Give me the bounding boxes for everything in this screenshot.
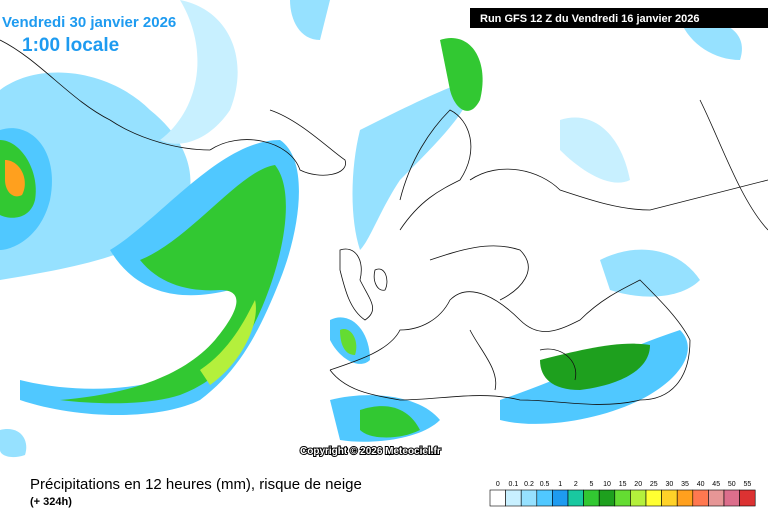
footer-title: Précipitations en 12 heures (mm), risque… bbox=[30, 476, 362, 493]
legend-swatch bbox=[739, 489, 756, 507]
legend-label: 45 bbox=[712, 481, 720, 488]
copyright: Copyright © 2026 Meteociel.fr bbox=[300, 446, 441, 457]
legend-label: 40 bbox=[697, 481, 705, 488]
legend-swatch bbox=[708, 489, 725, 507]
legend-label: 50 bbox=[728, 481, 736, 488]
legend-swatch bbox=[676, 489, 694, 507]
legend-swatch bbox=[536, 489, 553, 507]
legend-swatch bbox=[583, 489, 600, 507]
legend-label: 5 bbox=[589, 481, 593, 488]
legend-swatch bbox=[520, 489, 538, 507]
legend-label: 1 bbox=[558, 481, 562, 488]
forecast-time: 1:00 locale bbox=[22, 35, 119, 56]
legend-swatch bbox=[505, 489, 522, 507]
legend: 0 0.1 0.2 0.5 1 2 5 10 15 20 25 30 35 40 45 50 55 bbox=[489, 481, 756, 507]
legend-label: 20 bbox=[634, 481, 642, 488]
legend-label: 55 bbox=[744, 481, 752, 488]
legend-swatch bbox=[567, 489, 584, 507]
legend-swatch bbox=[630, 489, 647, 507]
forecast-date: Vendredi 30 janvier 2026 bbox=[2, 14, 176, 31]
legend-swatch bbox=[692, 489, 709, 507]
legend-swatch bbox=[661, 489, 678, 507]
legend-swatch bbox=[552, 489, 569, 507]
legend-label: 15 bbox=[619, 481, 627, 488]
legend-label: 0.1 bbox=[509, 481, 519, 488]
legend-label: 0.2 bbox=[524, 481, 534, 488]
legend-label: 35 bbox=[681, 481, 689, 488]
legend-swatch bbox=[489, 489, 506, 507]
legend-swatch bbox=[723, 489, 740, 507]
legend-label: 10 bbox=[603, 481, 611, 488]
coastlines bbox=[0, 39, 768, 405]
legend-swatch bbox=[614, 489, 631, 507]
legend-label: 0 bbox=[496, 481, 500, 488]
legend-label: 25 bbox=[650, 481, 658, 488]
legend-label: 30 bbox=[666, 481, 674, 488]
legend-swatch bbox=[598, 489, 616, 507]
run-info: Run GFS 12 Z du Vendredi 16 janvier 2026 bbox=[480, 13, 699, 25]
legend-label: 2 bbox=[574, 481, 578, 488]
legend-label: 0.5 bbox=[540, 481, 550, 488]
precipitation-field bbox=[0, 0, 742, 458]
footer-lead: (+ 324h) bbox=[30, 496, 72, 508]
legend-swatch bbox=[645, 489, 662, 507]
run-banner bbox=[470, 8, 768, 28]
